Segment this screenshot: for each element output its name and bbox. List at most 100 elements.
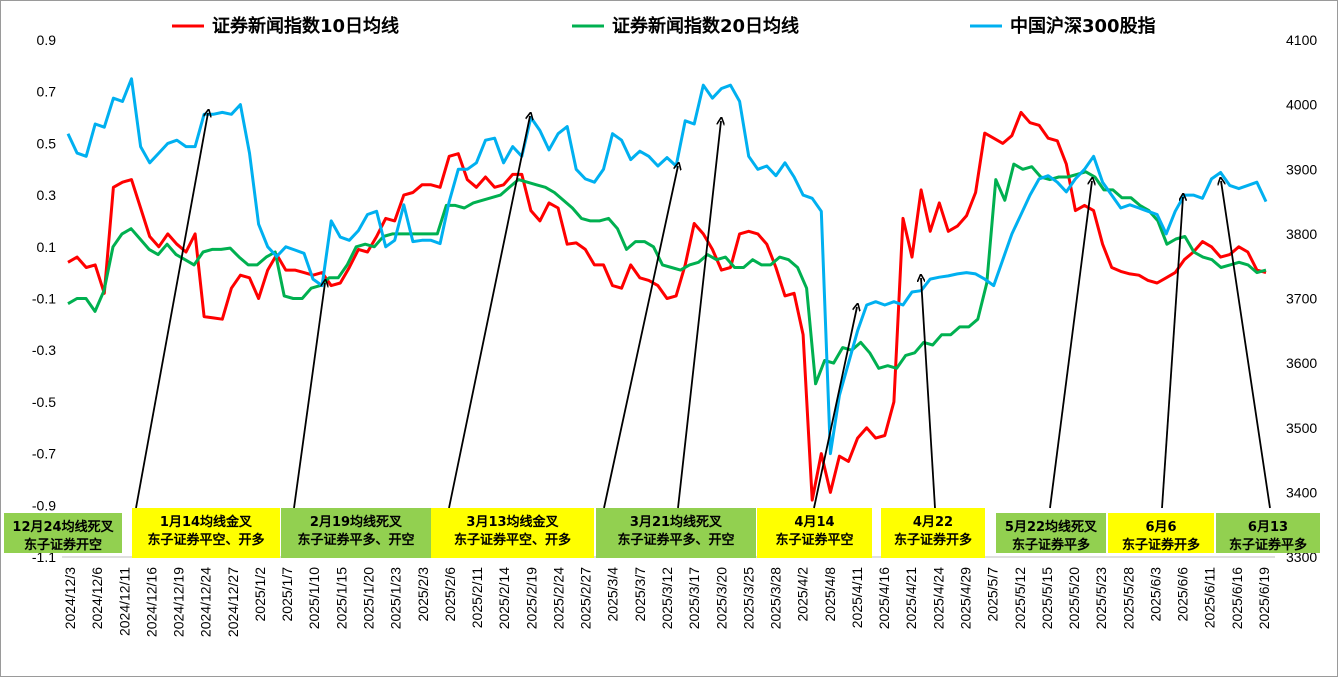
x-tick-label: 2025/2/14 (496, 567, 512, 629)
x-tick-label: 2025/3/20 (713, 567, 729, 629)
annotation-arrow (1221, 181, 1271, 509)
x-tick-label: 2025/3/4 (605, 567, 621, 622)
x-tick-label: 2025/4/21 (903, 567, 919, 629)
series-line-1 (67, 110, 1267, 502)
annotation-box (1108, 513, 1214, 553)
x-tick-label: 2025/1/23 (388, 567, 404, 629)
x-tick-label: 2025/4/8 (822, 567, 838, 622)
y-right-tick-label: 4000 (1286, 97, 1317, 113)
x-tick-label: 2025/6/16 (1229, 567, 1245, 629)
x-tick-label: 2025/3/28 (768, 567, 784, 629)
y-left-tick-label: 0.3 (37, 187, 57, 203)
x-tick-label: 2025/2/11 (469, 567, 485, 628)
x-tick-label: 2025/4/16 (876, 567, 892, 629)
y-right-tick-label: 3400 (1286, 484, 1317, 500)
annotation-arrow (603, 166, 678, 509)
series-line-2 (67, 162, 1267, 386)
x-tick-label: 2025/3/17 (686, 567, 702, 629)
x-tick-label: 2024/12/3 (62, 567, 78, 629)
annotation-arrow (293, 283, 325, 509)
x-tick-label: 2025/3/7 (632, 567, 648, 622)
annotation-arrow (448, 116, 530, 509)
x-tick-label: 2025/2/19 (523, 567, 539, 629)
x-tick-label: 2025/6/19 (1256, 567, 1272, 629)
x-tick-label: 2024/12/16 (143, 567, 159, 637)
x-tick-label: 2025/4/11 (849, 567, 865, 628)
x-tick-label: 2025/2/3 (415, 567, 431, 622)
x-tick-label: 2025/5/7 (985, 567, 1001, 622)
y-right-tick-label: 3700 (1286, 291, 1317, 307)
x-tick-label: 2024/12/11 (116, 567, 132, 636)
x-tick-label: 2024/12/27 (225, 567, 241, 637)
annotation-arrow (813, 307, 857, 509)
annotation-title: 4月14 (794, 515, 834, 530)
annotation-action: 东子证券平多、开空 (297, 532, 414, 548)
x-tick-label: 2025/2/27 (578, 567, 594, 629)
x-tick-label: 2025/6/6 (1175, 567, 1191, 622)
annotation-action: 东子证券开多 (894, 532, 972, 548)
y-right-tick-label: 3500 (1286, 420, 1317, 436)
y-left-tick-label: -0.3 (32, 342, 56, 358)
x-tick-label: 2024/12/24 (198, 567, 214, 637)
x-tick-label: 2025/5/28 (1120, 567, 1136, 629)
x-tick-label: 2025/3/12 (659, 567, 675, 629)
annotation-action: 东子证券开空 (24, 537, 102, 553)
annotation-title: 6月13 (1248, 520, 1288, 535)
y-left-tick-label: -0.9 (32, 497, 56, 513)
y-left-tick-label: 0.9 (37, 32, 57, 48)
annotation-action: 东子证券平多 (1012, 537, 1090, 553)
annotation-title: 3月21均线死叉 (630, 514, 723, 530)
legend-label: 中国沪深300股指 (1010, 15, 1156, 37)
annotation-arrow (1049, 181, 1092, 509)
y-right-tick-label: 3800 (1286, 226, 1317, 242)
annotation-title: 2月19均线死叉 (310, 514, 403, 530)
x-tick-label: 2025/5/20 (1066, 567, 1082, 629)
y-right-tick-label: 3900 (1286, 161, 1317, 177)
annotation-box (881, 508, 985, 558)
y-left-tick-label: -0.5 (32, 394, 56, 410)
annotation-action: 东子证券平空 (775, 532, 853, 548)
x-tick-label: 2025/4/2 (795, 567, 811, 622)
annotation-box (132, 508, 280, 558)
legend-label: 证券新闻指数20日均线 (612, 15, 799, 37)
annotation-action: 东子证券平多、开空 (617, 532, 734, 548)
annotation-action: 东子证券平空、开多 (147, 532, 264, 548)
annotation-box (596, 508, 756, 558)
x-tick-label: 2025/6/3 (1147, 567, 1163, 622)
legend-label: 证券新闻指数10日均线 (212, 15, 399, 37)
x-tick-label: 2025/1/20 (361, 567, 377, 629)
annotation-box (757, 508, 872, 558)
x-tick-label: 2024/12/6 (89, 567, 105, 629)
annotation-arrow (1161, 197, 1183, 509)
x-tick-label: 2025/6/11 (1202, 567, 1218, 628)
x-tick-label: 2025/4/24 (930, 567, 946, 629)
annotation-title: 6月6 (1145, 520, 1176, 535)
y-left-tick-label: 0.5 (37, 135, 57, 151)
annotation-title: 3月13均线金叉 (466, 514, 559, 530)
x-tick-label: 2025/5/15 (1039, 567, 1055, 629)
annotation-title: 12月24均线死叉 (12, 519, 114, 535)
annotation-action: 东子证券平多 (1229, 537, 1307, 553)
x-tick-label: 2025/1/7 (279, 567, 295, 622)
annotation-arrow (921, 278, 936, 509)
x-tick-label: 2025/5/23 (1093, 567, 1109, 629)
annotation-box (4, 513, 122, 553)
x-tick-label: 2025/2/24 (550, 567, 566, 629)
series-line-3 (66, 77, 1268, 456)
x-tick-label: 2025/1/2 (252, 567, 268, 622)
annotation-title: 4月22 (913, 515, 953, 530)
y-left-tick-label: -0.7 (32, 446, 56, 462)
x-tick-label: 2025/1/10 (306, 567, 322, 629)
y-left-tick-label: -0.1 (32, 291, 56, 307)
y-left-tick-label: 0.7 (37, 84, 57, 100)
x-tick-label: 2025/4/29 (958, 567, 974, 629)
annotation-action: 东子证券平空、开多 (454, 532, 571, 548)
annotation-action: 东子证券开多 (1122, 537, 1200, 553)
annotation-arrow (135, 113, 208, 509)
annotation-title: 1月14均线金叉 (160, 514, 253, 530)
annotation-box (1216, 513, 1320, 553)
annotation-box (281, 508, 431, 558)
x-tick-label: 2025/5/12 (1012, 567, 1028, 629)
annotation-arrow (677, 121, 721, 509)
